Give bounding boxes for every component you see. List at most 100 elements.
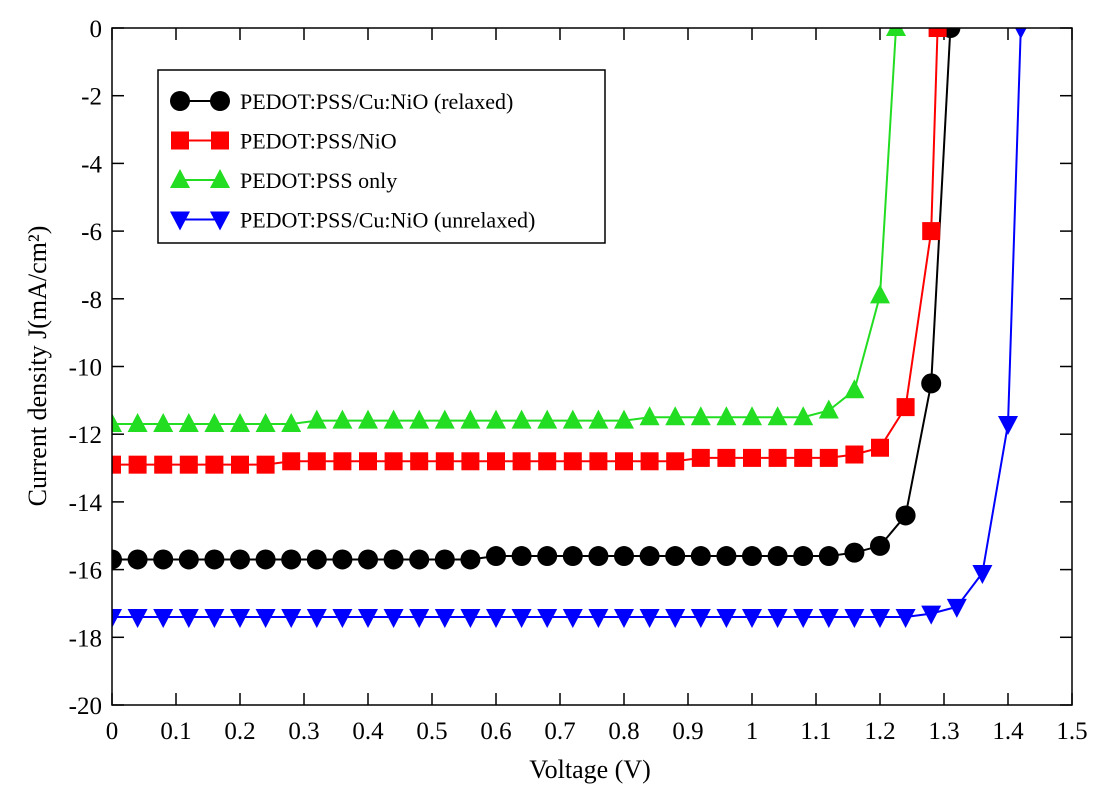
- data-point: [332, 609, 352, 628]
- data-point: [180, 456, 198, 474]
- data-point: [666, 452, 684, 470]
- data-point: [230, 549, 250, 569]
- data-point: [742, 546, 762, 566]
- y-tick-label: -20: [69, 693, 102, 720]
- data-point: [588, 410, 608, 429]
- y-tick-label: -10: [69, 355, 102, 382]
- data-point: [513, 452, 531, 470]
- data-point: [769, 449, 787, 467]
- data-point: [742, 609, 762, 628]
- data-point: [615, 452, 633, 470]
- data-point: [716, 546, 736, 566]
- data-point: [153, 609, 173, 628]
- data-point: [409, 549, 429, 569]
- data-point: [281, 609, 301, 628]
- data-point: [179, 413, 199, 432]
- data-point: [896, 609, 916, 628]
- data-point: [256, 413, 276, 432]
- data-point: [588, 546, 608, 566]
- data-point: [230, 609, 250, 628]
- data-point: [384, 609, 404, 628]
- data-point: [256, 549, 276, 569]
- data-point: [409, 609, 429, 628]
- data-point: [870, 284, 890, 303]
- data-point: [717, 449, 735, 467]
- data-point: [614, 546, 634, 566]
- x-tick-label: 1.4: [992, 718, 1024, 745]
- data-point: [844, 609, 864, 628]
- data-point: [768, 609, 788, 628]
- data-point: [844, 379, 864, 398]
- data-point: [487, 452, 505, 470]
- data-point: [179, 549, 199, 569]
- data-point: [154, 456, 172, 474]
- data-point: [614, 609, 634, 628]
- x-tick-label: 0.9: [672, 718, 703, 745]
- data-point: [512, 410, 532, 429]
- x-tick-label: 0.5: [416, 718, 447, 745]
- data-point: [537, 546, 557, 566]
- data-point: [641, 452, 659, 470]
- data-point: [486, 546, 506, 566]
- data-point: [486, 609, 506, 628]
- legend-label: PEDOT:PSS/Cu:NiO (unrelaxed): [240, 208, 535, 233]
- x-tick-label: 1.3: [928, 718, 959, 745]
- data-point: [794, 449, 812, 467]
- y-tick-label: -18: [69, 625, 102, 652]
- data-point: [563, 546, 583, 566]
- y-tick-label: -4: [81, 151, 102, 178]
- data-point: [665, 609, 685, 628]
- data-point: [333, 452, 351, 470]
- data-point: [793, 546, 813, 566]
- data-point: [460, 609, 480, 628]
- data-point: [435, 549, 455, 569]
- y-tick-label: -12: [69, 422, 102, 449]
- legend-marker: [210, 91, 230, 111]
- data-point: [870, 609, 890, 628]
- legend-marker: [171, 132, 189, 150]
- x-tick-label: 1.5: [1056, 718, 1087, 745]
- data-point: [435, 410, 455, 429]
- data-point: [385, 452, 403, 470]
- x-tick-label: 0.1: [160, 718, 191, 745]
- data-point: [282, 452, 300, 470]
- data-point: [307, 609, 327, 628]
- data-point: [410, 452, 428, 470]
- data-point: [665, 546, 685, 566]
- data-point: [640, 609, 660, 628]
- data-point: [409, 410, 429, 429]
- data-point: [460, 549, 480, 569]
- data-point: [308, 452, 326, 470]
- data-point: [564, 452, 582, 470]
- data-point: [921, 373, 941, 393]
- data-point: [230, 413, 250, 432]
- data-point: [231, 456, 249, 474]
- data-point: [204, 609, 224, 628]
- x-tick-label: 0.2: [224, 718, 255, 745]
- legend-label: PEDOT:PSS only: [240, 168, 397, 193]
- legend-label: PEDOT:PSS/NiO: [240, 129, 397, 154]
- data-point: [691, 406, 711, 425]
- data-point: [716, 406, 736, 425]
- data-point: [588, 609, 608, 628]
- data-point: [153, 549, 173, 569]
- x-tick-label: 1.1: [800, 718, 831, 745]
- data-point: [793, 609, 813, 628]
- data-point: [743, 449, 761, 467]
- data-point: [819, 546, 839, 566]
- data-point: [358, 609, 378, 628]
- data-point: [436, 452, 454, 470]
- data-point: [819, 400, 839, 419]
- data-point: [870, 536, 890, 556]
- data-point: [1011, 20, 1031, 39]
- data-point: [768, 406, 788, 425]
- data-point: [128, 549, 148, 569]
- data-point: [640, 546, 660, 566]
- data-point: [435, 609, 455, 628]
- data-point: [179, 609, 199, 628]
- data-point: [512, 609, 532, 628]
- legend-marker: [211, 132, 229, 150]
- data-point: [589, 452, 607, 470]
- legend-marker: [170, 91, 190, 111]
- data-point: [896, 505, 916, 525]
